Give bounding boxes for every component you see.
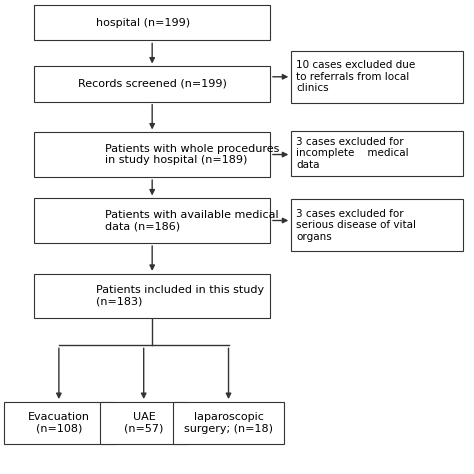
Bar: [291, 131, 463, 176]
Bar: [4, 402, 115, 444]
Text: 3 cases excluded for
incomplete    medical
data: 3 cases excluded for incomplete medical …: [296, 137, 409, 170]
Bar: [35, 5, 270, 40]
Bar: [173, 402, 284, 444]
Text: Patients included in this study
(n=183): Patients included in this study (n=183): [96, 285, 264, 307]
Bar: [35, 273, 270, 318]
Text: 10 cases excluded due
to referrals from local
clinics: 10 cases excluded due to referrals from …: [296, 60, 415, 93]
Text: Evacuation
(n=108): Evacuation (n=108): [28, 412, 90, 434]
Bar: [291, 51, 463, 103]
Text: Patients with whole procedures
in study hospital (n=189): Patients with whole procedures in study …: [105, 144, 280, 165]
Bar: [100, 402, 188, 444]
Bar: [35, 132, 270, 177]
Text: UAE
(n=57): UAE (n=57): [124, 412, 164, 434]
Bar: [291, 199, 463, 251]
Text: hospital (n=199): hospital (n=199): [96, 18, 190, 27]
Text: Patients with available medical
data (n=186): Patients with available medical data (n=…: [105, 210, 279, 231]
Bar: [35, 66, 270, 101]
Bar: [35, 198, 270, 243]
Text: 3 cases excluded for
serious disease of vital
organs: 3 cases excluded for serious disease of …: [296, 209, 416, 242]
Text: laparoscopic
surgery; (n=18): laparoscopic surgery; (n=18): [184, 412, 273, 434]
Text: Records screened (n=199): Records screened (n=199): [78, 79, 227, 89]
